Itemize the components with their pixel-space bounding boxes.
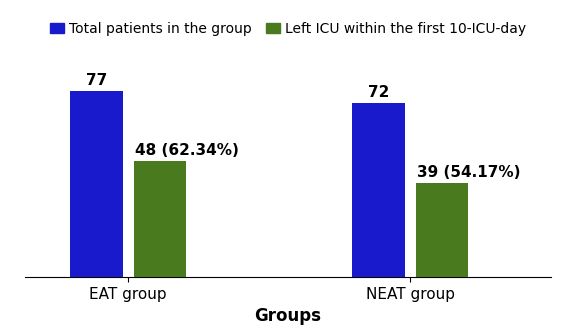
Text: 48 (62.34%): 48 (62.34%) [135, 143, 238, 158]
Bar [134, 161, 187, 277]
Legend: Total patients in the group, Left ICU within the first 10-ICU-day: Total patients in the group, Left ICU wi… [47, 19, 529, 39]
Bar [70, 91, 123, 277]
Text: 77: 77 [86, 73, 107, 88]
Bar [416, 183, 468, 277]
Bar [352, 103, 404, 277]
Text: 39 (54.17%): 39 (54.17%) [416, 165, 520, 180]
Text: 72: 72 [367, 85, 389, 100]
X-axis label: Groups: Groups [255, 307, 321, 325]
